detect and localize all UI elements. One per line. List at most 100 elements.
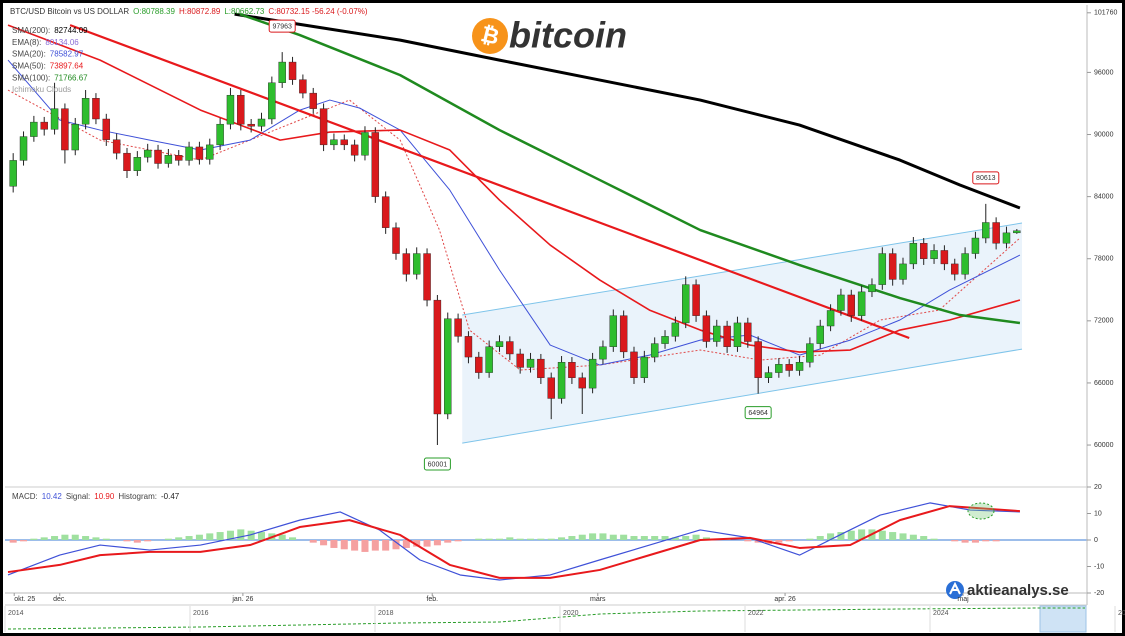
candle-body: [175, 155, 183, 161]
candle-body: [619, 315, 628, 353]
macd-legend-value: -0.47: [161, 492, 180, 501]
candle-body: [423, 253, 431, 301]
macd-histogram-bar: [485, 538, 493, 540]
annotation-label: 80613: [976, 175, 996, 182]
candle-body: [982, 222, 990, 239]
macd-legend-name: Histogram:: [118, 492, 157, 501]
brand-icon-mark: [949, 581, 961, 595]
candle-body: [506, 341, 514, 355]
macd-histogram-bar: [671, 537, 679, 540]
candle-body: [609, 315, 618, 347]
macd-histogram-bar: [351, 540, 359, 551]
macd-signal: [7, 505, 1021, 579]
candle-body: [826, 310, 835, 327]
y-tick-label: 78000: [1094, 256, 1114, 263]
macd-histogram-bar: [195, 534, 203, 540]
legend-value: 80134.06: [45, 38, 79, 47]
macd-histogram-bar: [475, 538, 483, 540]
x-tick-label: apr. 26: [774, 596, 796, 603]
candle-body: [444, 318, 452, 415]
candle-body: [92, 98, 100, 120]
macd-histogram-bar: [9, 540, 17, 543]
candle-body: [195, 146, 204, 160]
y-tick-label: 60000: [1094, 442, 1114, 449]
navigator-line: [7, 607, 1085, 630]
macd-histogram-bar: [392, 540, 400, 550]
quote-value: L:80662.73: [224, 7, 265, 16]
candle-body: [764, 372, 773, 378]
candle-body: [857, 291, 866, 316]
macd-histogram-bar: [278, 534, 286, 540]
macd-histogram-bar: [640, 536, 648, 540]
macd-histogram-bar: [330, 540, 338, 548]
macd-legend-name: Signal:: [66, 492, 90, 501]
x-tick-label: mars: [590, 596, 606, 603]
macd-histogram-bar: [257, 532, 266, 540]
macd-histogram-bar: [537, 538, 545, 540]
macd-histogram-bar: [889, 532, 897, 540]
candle-body: [868, 284, 876, 293]
macd-histogram-bar: [71, 534, 79, 540]
macd-histogram-bar: [237, 529, 245, 540]
channel-lower: [462, 348, 1023, 444]
macd-histogram-bar: [320, 540, 328, 546]
candle-body: [495, 341, 504, 347]
candle-body: [713, 325, 721, 342]
macd-legend-value: 10.90: [94, 492, 115, 501]
legend-value: 73897.64: [50, 62, 84, 71]
macd-histogram-bar: [495, 538, 503, 540]
candle-body: [526, 358, 535, 368]
macd-histogram-bar: [527, 538, 535, 540]
candle-body: [744, 322, 752, 342]
macd-histogram-bar: [930, 538, 938, 540]
candle-body: [650, 343, 659, 358]
macd-histogram-bar: [247, 530, 255, 540]
candle-body: [588, 358, 597, 389]
annotation: 64964: [744, 406, 772, 420]
macd-histogram-bar: [878, 530, 886, 540]
candle-body: [257, 118, 266, 127]
y-tick-label: 72000: [1094, 318, 1114, 325]
macd-histogram-bar: [651, 536, 659, 540]
navigator-label: 2022: [748, 610, 764, 617]
candle-body: [164, 155, 173, 164]
macd-histogram-bar: [744, 540, 752, 542]
macd-histogram-bar: [361, 540, 369, 552]
macd-legend-value: 10.42: [42, 492, 63, 501]
macd-histogram-bar: [599, 533, 607, 540]
candle-body: [785, 364, 793, 371]
macd-histogram-bar: [961, 540, 969, 543]
x-tick-label: feb.: [426, 596, 438, 603]
quote-value: C:80732.15 -56.24 (-0.07%): [268, 7, 368, 16]
legend-name: SMA(50):: [12, 62, 46, 71]
annotation-box: [268, 19, 296, 33]
annotation-box: [423, 457, 451, 471]
macd-histogram-bar: [609, 534, 617, 540]
macd-histogram-bar: [682, 536, 690, 540]
macd-y-tick-label: -20: [1094, 590, 1104, 597]
macd-histogram-bar: [847, 530, 855, 540]
navigator-label: 2020: [563, 610, 579, 617]
logo-text: bitcoin: [509, 15, 627, 56]
candle-body: [81, 98, 90, 125]
macd-histogram-bar: [144, 540, 152, 542]
candle-body: [661, 336, 669, 344]
candle-body: [50, 108, 59, 130]
candle-body: [723, 325, 731, 347]
macd-histogram-bar: [568, 536, 576, 540]
legend-value: 71766.67: [54, 73, 88, 82]
macd-y-tick-label: -10: [1094, 563, 1104, 570]
macd-histogram-bar: [175, 537, 183, 540]
legend-value: 82744.09: [54, 26, 88, 35]
x-tick-label: jan. 26: [231, 596, 253, 603]
navigator-label: 2014: [8, 610, 24, 617]
candle-body: [1002, 232, 1011, 244]
annotation-label: 64964: [748, 410, 768, 417]
quote-value: O:80788.39: [133, 7, 175, 16]
candle-body: [340, 139, 348, 146]
macd-histogram-bar: [402, 540, 410, 548]
candle-body: [361, 132, 369, 156]
macd-histogram-bar: [806, 538, 814, 540]
macd-histogram-bar: [206, 533, 214, 540]
candle-body: [350, 144, 359, 156]
